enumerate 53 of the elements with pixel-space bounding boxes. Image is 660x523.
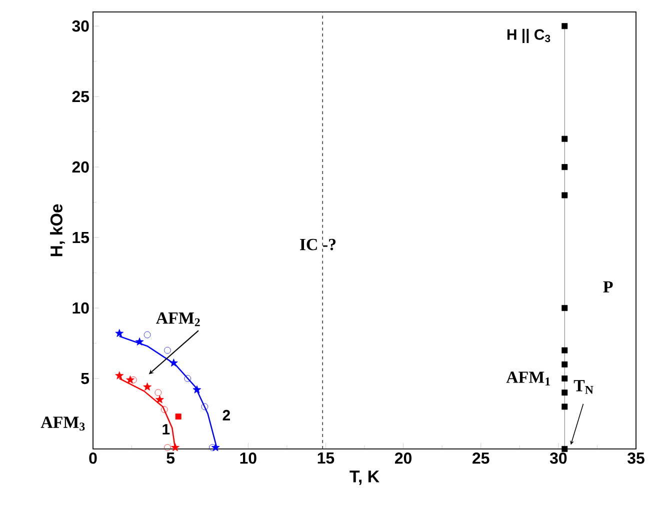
point — [170, 358, 178, 367]
annotation: IC -? — [300, 238, 336, 250]
point — [154, 389, 162, 396]
point — [562, 361, 568, 368]
point — [171, 443, 180, 452]
x-tick-label: 20 — [394, 452, 412, 464]
point — [164, 346, 171, 354]
point — [164, 444, 171, 451]
x-tick-label: 25 — [472, 452, 490, 464]
point — [562, 136, 568, 142]
point — [201, 403, 208, 410]
point — [562, 305, 568, 312]
point — [562, 164, 568, 170]
y-axis-title: H, kOe — [50, 204, 65, 256]
annotation: 2 — [222, 410, 230, 420]
point — [562, 23, 568, 30]
y-tick-label: 25 — [72, 90, 90, 102]
x-tick-label: 5 — [166, 452, 175, 464]
y-tick-label: 10 — [72, 302, 89, 314]
annotation: T$_{N}$ — [574, 380, 594, 394]
point — [115, 371, 124, 380]
x-tick-label: 0 — [89, 452, 97, 464]
y-tick-label: 30 — [72, 20, 89, 32]
point — [562, 446, 568, 452]
point — [562, 192, 568, 198]
point — [130, 376, 137, 384]
text: AFM$_{3}$ — [40, 416, 85, 431]
annotation: AFM$_{2}$ — [156, 312, 200, 326]
y-tick-label: 20 — [72, 161, 89, 173]
x-tick-label: 10 — [240, 452, 256, 464]
point — [144, 331, 151, 338]
x-tick-label: 35 — [628, 452, 644, 464]
y-tick-label: 15 — [72, 232, 90, 244]
point — [184, 375, 192, 382]
x-axis-title: T, K — [350, 470, 380, 485]
point — [192, 385, 202, 394]
point — [175, 414, 182, 420]
x-tick-label: 15 — [318, 452, 334, 464]
point — [135, 337, 144, 346]
x-tick-label: 30 — [550, 452, 567, 464]
point — [143, 382, 152, 391]
annotation: 1 — [162, 424, 170, 434]
point — [562, 390, 568, 396]
point — [156, 395, 164, 404]
point — [562, 404, 568, 410]
annotation: H || C$_{3}$ — [507, 28, 550, 44]
point — [115, 329, 124, 337]
annotation: P — [603, 281, 613, 292]
point — [160, 406, 168, 413]
point — [562, 347, 568, 354]
annotation: AFM$_{1}$ — [506, 372, 550, 386]
point — [562, 376, 568, 382]
y-tick-label: 5 — [81, 372, 90, 384]
